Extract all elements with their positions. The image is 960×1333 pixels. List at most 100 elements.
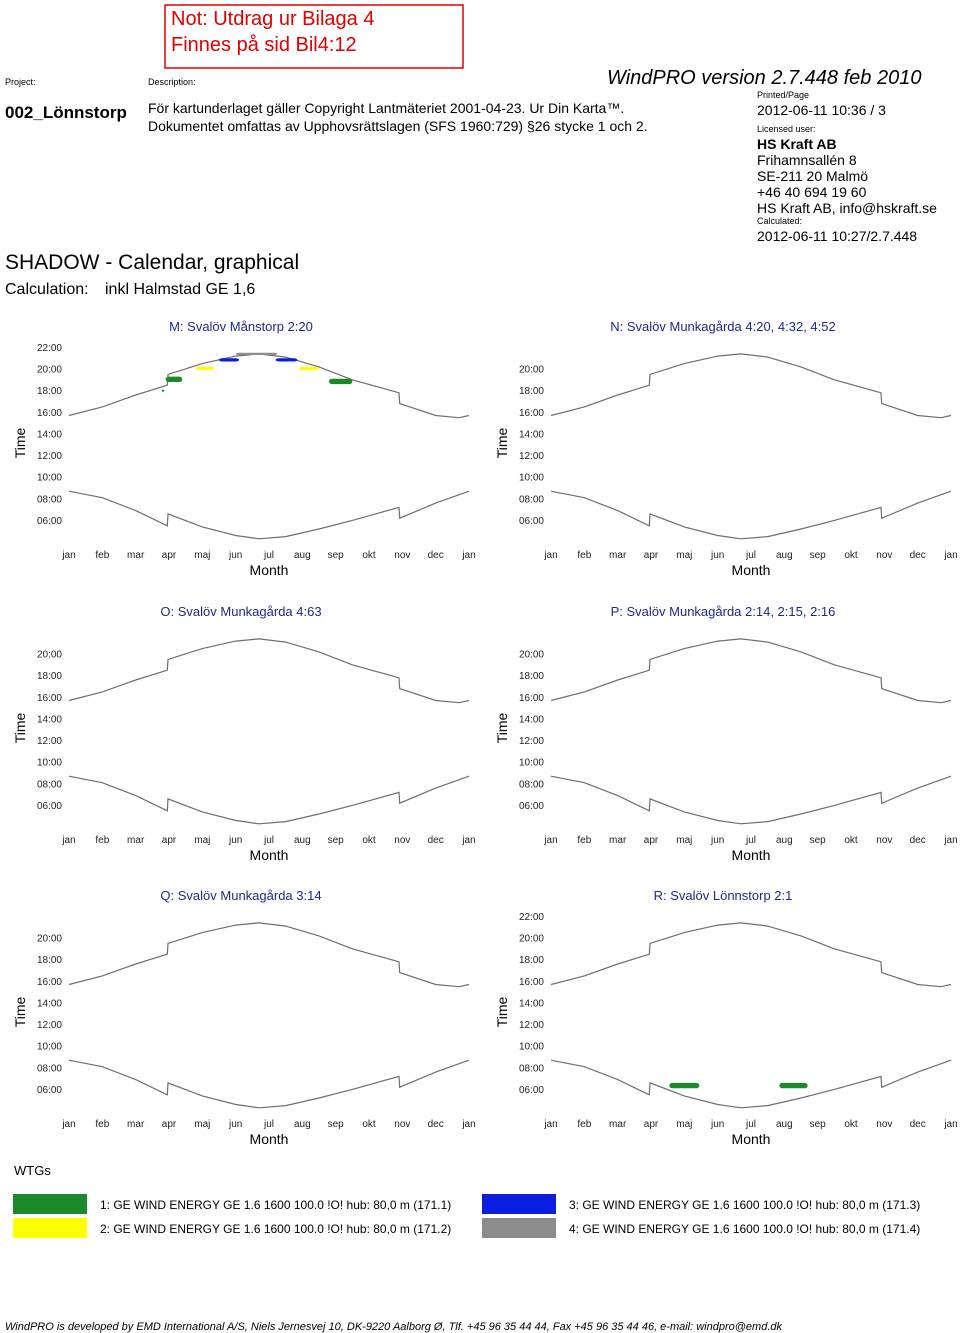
y-tick-label: 12:00: [37, 451, 62, 462]
x-tick-label: dec: [428, 550, 444, 561]
x-axis-label: Month: [250, 562, 289, 578]
address: SE-211 20 Malmö: [757, 168, 868, 184]
licensee: HS Kraft AB: [757, 136, 837, 152]
x-tick-label: dec: [428, 1119, 444, 1130]
x-tick-label: aug: [294, 550, 311, 561]
shadow-period: [165, 376, 183, 382]
x-tick-label: nov: [394, 1119, 410, 1130]
y-tick-label: 14:00: [37, 714, 62, 725]
y-tick-label: 08:00: [37, 779, 62, 790]
legend-label: 4: GE WIND ENERGY GE 1.6 1600 100.0 !O! …: [569, 1222, 920, 1236]
version: WindPRO version 2.7.448 feb 2010: [607, 67, 921, 89]
time-curve: [550, 1059, 952, 1109]
x-tick-label: sep: [328, 550, 345, 561]
shadow-period: [195, 366, 214, 371]
x-tick-label: jun: [710, 1119, 724, 1130]
x-tick-label: okt: [844, 550, 858, 561]
y-tick-label: 06:00: [519, 801, 544, 812]
x-tick-label: dec: [910, 550, 926, 561]
x-tick-label: sep: [810, 1119, 827, 1130]
x-tick-label: jan: [943, 835, 957, 846]
x-tick-label: jul: [263, 1119, 274, 1130]
x-tick-label: apr: [644, 550, 659, 561]
y-tick-label: 22:00: [37, 343, 62, 354]
x-tick-label: okt: [844, 835, 858, 846]
y-tick-label: 22:00: [519, 912, 544, 923]
y-tick-label: 10:00: [37, 758, 62, 769]
y-tick-label: 18:00: [37, 671, 62, 682]
time-curve: [550, 922, 952, 988]
x-tick-label: jan: [461, 550, 475, 561]
y-tick-label: 06:00: [519, 1085, 544, 1096]
y-tick-label: 20:00: [37, 934, 62, 945]
y-tick-label: 16:00: [37, 408, 62, 419]
y-axis-label: Time: [12, 996, 28, 1027]
y-tick-label: 10:00: [37, 473, 62, 484]
x-tick-label: apr: [162, 550, 177, 561]
y-tick-label: 14:00: [519, 429, 544, 440]
y-axis-label: Time: [494, 712, 510, 743]
note-line: Not: Utdrag ur Bilaga 4: [171, 8, 374, 30]
x-tick-label: dec: [910, 835, 926, 846]
project-label: Project:: [5, 77, 36, 87]
y-tick-label: 14:00: [37, 998, 62, 1009]
y-tick-label: 18:00: [519, 955, 544, 966]
x-tick-label: jan: [943, 550, 957, 561]
x-tick-label: maj: [194, 550, 210, 561]
x-tick-label: feb: [577, 835, 591, 846]
x-tick-label: sep: [810, 835, 827, 846]
y-tick-label: 16:00: [519, 408, 544, 419]
y-tick-label: 10:00: [519, 1042, 544, 1053]
time-curve: [68, 490, 470, 540]
x-tick-label: sep: [810, 550, 827, 561]
x-tick-label: aug: [294, 835, 311, 846]
y-tick-label: 06:00: [37, 1085, 62, 1096]
shadow-period: [161, 389, 165, 392]
y-axis-label: Time: [12, 427, 28, 458]
y-tick-label: 08:00: [519, 494, 544, 505]
x-tick-label: jun: [710, 835, 724, 846]
y-tick-label: 18:00: [37, 386, 62, 397]
y-tick-label: 16:00: [519, 977, 544, 988]
x-tick-label: apr: [162, 1119, 177, 1130]
y-axis-label: Time: [494, 427, 510, 458]
x-tick-label: dec: [910, 1119, 926, 1130]
y-tick-label: 16:00: [37, 693, 62, 704]
y-tick-label: 20:00: [519, 934, 544, 945]
x-tick-label: jan: [461, 1119, 475, 1130]
x-tick-label: dec: [428, 835, 444, 846]
shadow-period: [329, 378, 353, 385]
shadow-period: [779, 1082, 808, 1089]
x-axis-label: Month: [732, 1131, 771, 1147]
legend-label: 3: GE WIND ENERGY GE 1.6 1600 100.0 !O! …: [569, 1198, 920, 1212]
report-title: SHADOW - Calendar, graphical: [5, 251, 299, 274]
shadow-period: [299, 366, 319, 371]
y-tick-label: 12:00: [519, 736, 544, 747]
y-tick-label: 10:00: [519, 758, 544, 769]
project: 002_Lönnstorp: [5, 103, 127, 122]
chart-title: P: Svalöv Munkagårda 2:14, 2:15, 2:16: [611, 604, 836, 619]
y-tick-label: 08:00: [519, 1063, 544, 1074]
y-tick-label: 18:00: [519, 386, 544, 397]
x-tick-label: okt: [844, 1119, 858, 1130]
time-curve: [68, 1059, 470, 1109]
x-axis-label: Month: [732, 847, 771, 863]
x-tick-label: jun: [228, 835, 242, 846]
legend-swatch: [13, 1218, 87, 1238]
x-axis-label: Month: [732, 562, 771, 578]
x-tick-label: aug: [776, 550, 793, 561]
y-tick-label: 06:00: [37, 801, 62, 812]
chart-title: Q: Svalöv Munkagårda 3:14: [160, 888, 321, 903]
x-tick-label: jul: [745, 550, 756, 561]
x-tick-label: maj: [676, 1119, 692, 1130]
x-tick-label: jan: [461, 835, 475, 846]
x-tick-label: jun: [710, 550, 724, 561]
x-tick-label: mar: [127, 550, 145, 561]
y-tick-label: 20:00: [37, 365, 62, 376]
description: För kartunderlaget gäller Copyright Lant…: [148, 100, 624, 116]
x-tick-label: maj: [194, 1119, 210, 1130]
legend-label: 2: GE WIND ENERGY GE 1.6 1600 100.0 !O! …: [100, 1222, 451, 1236]
x-tick-label: sep: [328, 835, 345, 846]
x-tick-label: aug: [294, 1119, 311, 1130]
chart-title: R: Svalöv Lönnstorp 2:1: [654, 888, 793, 903]
